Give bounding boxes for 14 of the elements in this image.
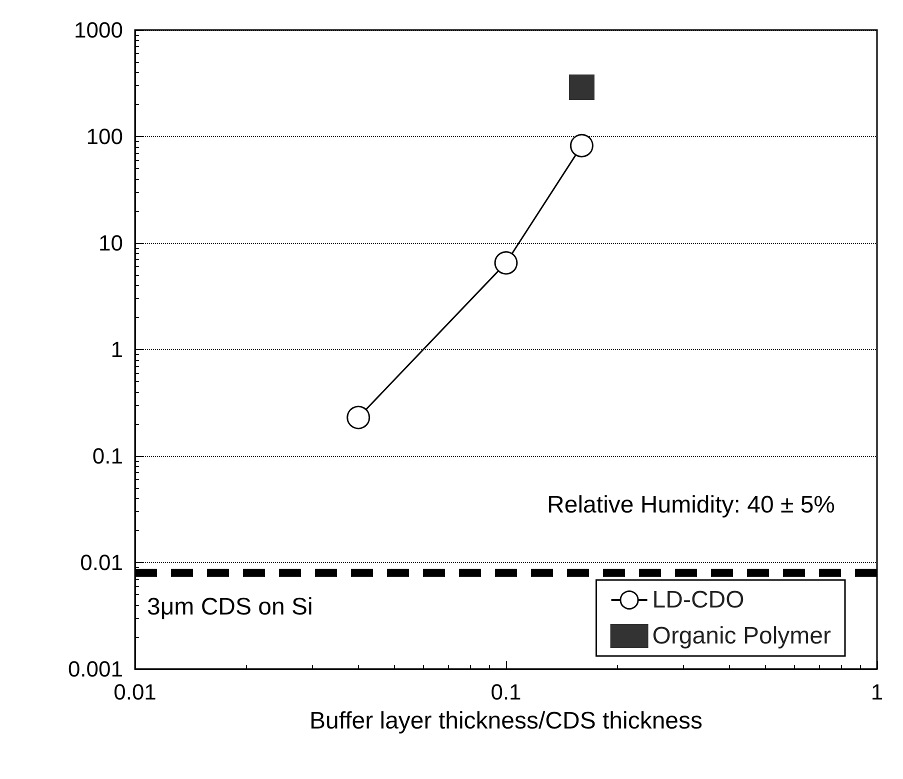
y-tick-label: 1000 bbox=[74, 18, 123, 42]
ref-line-label: 3μm CDS on Si bbox=[147, 593, 313, 620]
x-tick-label: 1 bbox=[870, 680, 884, 704]
x-tick-label: 0.1 bbox=[490, 680, 522, 704]
y-tick-label: 100 bbox=[86, 124, 123, 149]
y-tick-label: 1 bbox=[110, 337, 123, 362]
legend-label: LD-CDO bbox=[652, 586, 744, 614]
x-axis-title: Buffer layer thickness/CDS thickness bbox=[309, 708, 703, 734]
annotation: Relative Humidity: 40 ± 5% bbox=[547, 492, 835, 518]
y-tick-label: 0.01 bbox=[80, 550, 123, 575]
y-tick-label: 0.001 bbox=[68, 656, 123, 682]
legend-label: Organic Polymer bbox=[652, 622, 832, 650]
y-tick-label: 10 bbox=[98, 230, 123, 256]
y-tick-label: 0.1 bbox=[92, 444, 123, 468]
